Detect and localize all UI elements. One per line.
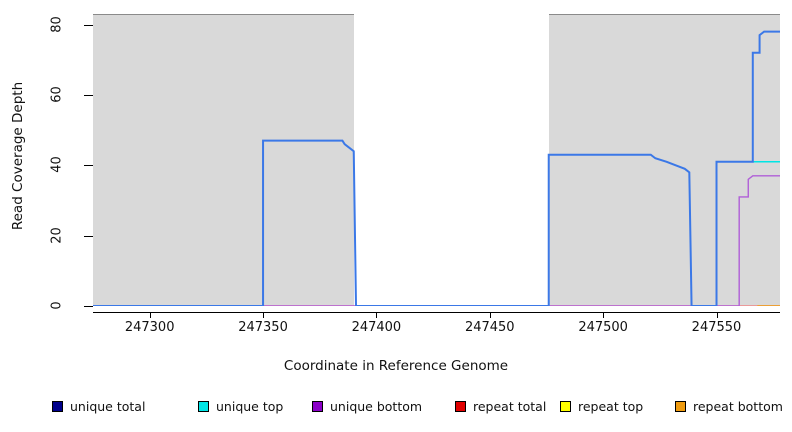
legend-swatch-icon (312, 400, 323, 412)
legend-item[interactable]: repeat top (560, 396, 643, 416)
shaded-region-top-border (93, 14, 354, 15)
legend-item[interactable]: unique top (198, 396, 283, 416)
x-tick-label: 247550 (691, 320, 742, 335)
series-line-unique-bottom (93, 176, 780, 306)
legend-label: unique bottom (330, 398, 423, 414)
legend-label: repeat top (578, 398, 644, 414)
legend-label: repeat total (473, 398, 547, 414)
legend-label: repeat bottom (693, 398, 783, 414)
y-axis-tick (84, 235, 93, 237)
y-axis-tick (84, 306, 93, 307)
series-line-unique-total (93, 32, 780, 306)
legend-item[interactable]: repeat bottom (675, 396, 783, 416)
shaded-region-top-border (548, 14, 780, 15)
plot-clip (93, 14, 780, 306)
legend-item[interactable]: unique total (52, 396, 145, 416)
shaded-region (548, 14, 780, 306)
legend-swatch-icon (455, 400, 466, 412)
shaded-region (93, 14, 354, 306)
y-axis-tick (84, 165, 93, 167)
x-axis-tick (489, 312, 491, 318)
x-axis-line (93, 312, 780, 313)
x-tick-label: 247400 (351, 320, 402, 335)
x-axis-tick (716, 312, 718, 318)
y-axis-title-text: Read Coverage Depth (10, 81, 26, 231)
y-tick-label: 20 (49, 226, 65, 244)
x-axis-title: Coordinate in Reference Genome (283, 358, 509, 374)
legend-swatch-icon (198, 400, 209, 412)
series-layer (93, 14, 780, 306)
legend-label: unique top (216, 398, 284, 414)
y-axis-title: Read Coverage Depth (6, 0, 30, 312)
y-tick-label: 60 (49, 86, 65, 103)
x-axis-tick (603, 312, 605, 318)
y-axis-tick (84, 24, 93, 26)
legend-item[interactable]: unique bottom (312, 396, 422, 416)
x-tick-label: 247350 (238, 320, 288, 335)
legend-item[interactable]: repeat total (455, 396, 546, 416)
x-axis-tick (149, 312, 151, 318)
x-tick-label: 247450 (464, 320, 515, 335)
legend-swatch-icon (52, 400, 63, 412)
x-tick-label: 247500 (578, 320, 628, 335)
y-tick-label: 0 (49, 301, 65, 310)
x-tick-label: 247300 (124, 320, 175, 335)
legend-swatch-icon (675, 400, 686, 412)
y-tick-label: 40 (49, 156, 65, 174)
plot-area (93, 14, 780, 306)
y-tick-label: 80 (49, 15, 65, 33)
legend-swatch-icon (560, 400, 571, 412)
x-axis-tick (376, 312, 378, 318)
x-axis-tick (263, 312, 265, 318)
chart-legend: unique total unique top unique bottom repea… (0, 396, 792, 420)
legend-label: unique total (70, 398, 146, 414)
y-axis-tick (84, 94, 93, 96)
